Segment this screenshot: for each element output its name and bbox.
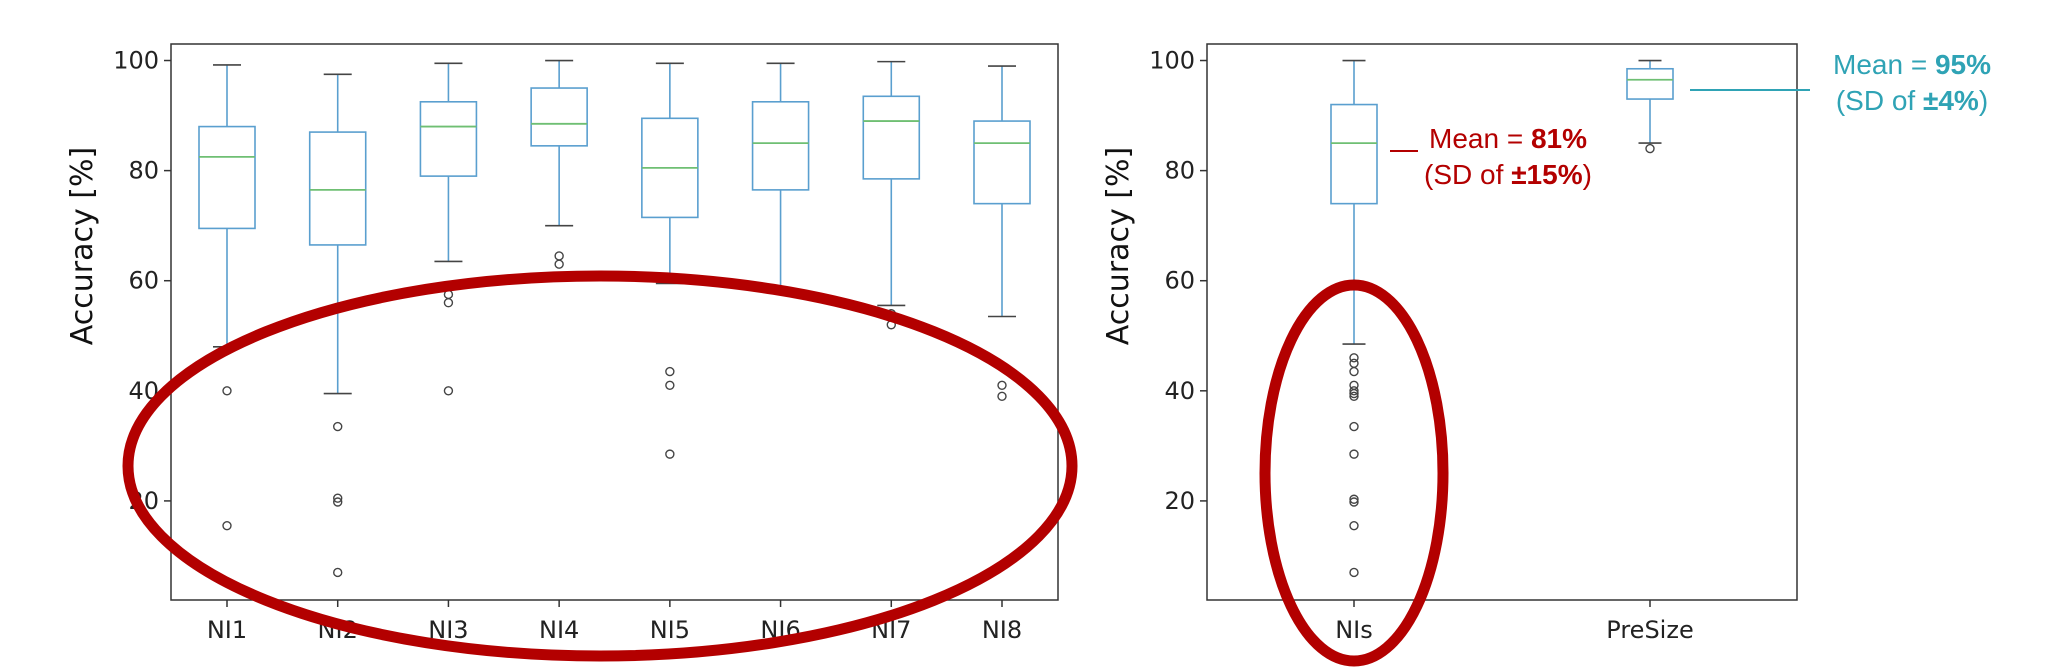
flier-nis: [1349, 386, 1359, 396]
flier-nis: [1349, 358, 1359, 368]
box-ni3: [419, 101, 478, 177]
left-y-axis-label: Accuracy [%]: [65, 147, 100, 345]
flier-ni2: [333, 421, 343, 432]
y-tick-label: 80: [1164, 157, 1195, 185]
flier-nis: [1349, 497, 1359, 507]
flier-nis: [1349, 520, 1359, 531]
x-tick-label-presize: PreSize: [1606, 616, 1693, 644]
flier-ni2: [333, 497, 343, 507]
flier-nis: [1349, 421, 1359, 432]
annotation-presize-mean: Mean = 95%: [1833, 49, 1991, 80]
plot-frame-2: [1206, 43, 1798, 601]
box-ni1: [198, 125, 256, 230]
box-ni6: [751, 101, 810, 191]
y-tick-label: 40: [1164, 377, 1195, 405]
flier-ni8: [997, 380, 1007, 391]
flier-nis: [1349, 449, 1359, 459]
box-ni8: [973, 120, 1031, 205]
annotation-presize-sd: (SD of ±4%): [1836, 85, 1988, 116]
flier-ni2: [333, 567, 343, 578]
box-ni7: [862, 95, 921, 180]
y-tick-label: 20: [1164, 487, 1195, 515]
flier-ni8: [997, 391, 1007, 402]
x-tick-label-ni5: NI5: [650, 616, 690, 644]
x-tick-label-ni1: NI1: [207, 616, 247, 644]
flier-ni5: [665, 366, 675, 377]
y-tick-label: 60: [1164, 267, 1195, 295]
annotation-nis-sd: (SD of ±15%): [1424, 159, 1592, 190]
flier-ni2: [333, 493, 343, 503]
y-tick-label: 100: [1149, 47, 1195, 75]
annotation-nis-mean: Mean = 81%: [1429, 123, 1587, 154]
flier-nis: [1349, 353, 1359, 363]
x-tick-label-ni4: NI4: [539, 616, 579, 644]
x-tick-label-nis: NIs: [1335, 616, 1373, 644]
box-ni4: [530, 87, 588, 147]
flier-nis: [1349, 494, 1359, 504]
highlight-ellipse-right: [1259, 279, 1449, 667]
flier-ni5: [665, 380, 675, 391]
highlight-ellipse-left: [122, 270, 1078, 662]
box-nis: [1330, 103, 1378, 205]
flier-nis: [1349, 388, 1359, 399]
flier-nis: [1349, 567, 1359, 578]
box-presize: [1626, 67, 1674, 100]
flier-ni4: [554, 259, 564, 269]
y-tick-label: 60: [128, 267, 159, 295]
flier-ni1: [222, 520, 232, 531]
box-ni2: [308, 131, 367, 246]
flier-ni4: [554, 251, 564, 261]
flier-presize: [1645, 143, 1655, 154]
flier-nis: [1349, 366, 1359, 377]
flier-ni1: [222, 386, 232, 396]
plot-frame-1: [170, 43, 1059, 601]
flier-nis: [1349, 391, 1359, 402]
flier-ni3: [443, 298, 454, 308]
flier-ni5: [665, 449, 675, 459]
x-tick-label-ni8: NI8: [982, 616, 1022, 644]
right-y-axis-label: Accuracy [%]: [1101, 147, 1136, 345]
flier-ni3: [443, 386, 454, 396]
y-tick-label: 80: [128, 157, 159, 185]
y-tick-label: 100: [113, 47, 159, 75]
